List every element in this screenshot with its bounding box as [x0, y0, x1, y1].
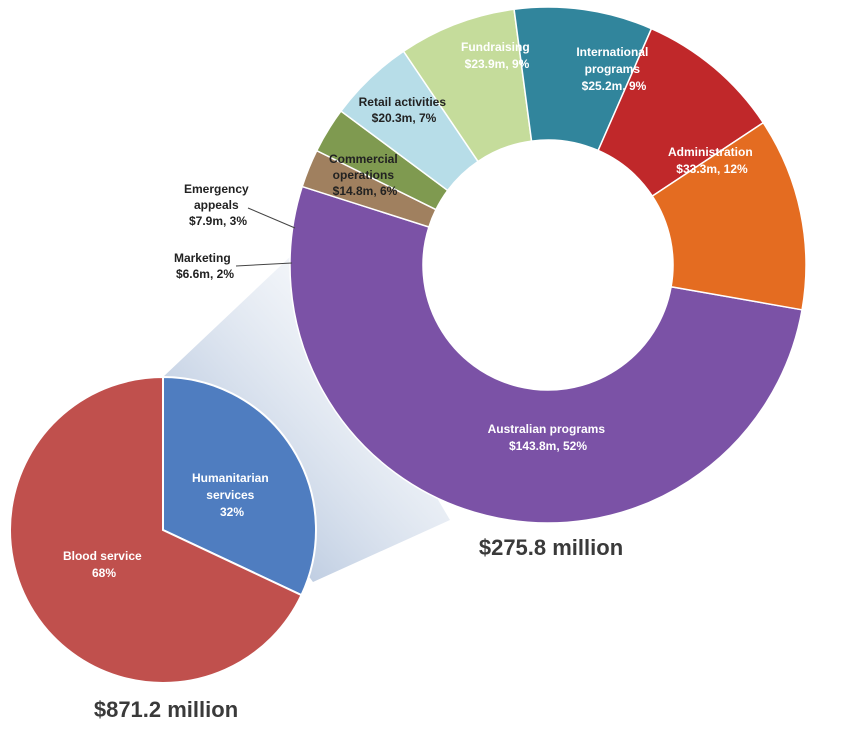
label-administration: Administration $33.3m, 12% [668, 145, 756, 176]
donut-slice-administration [651, 121, 807, 311]
donut-slice-australian-programs [289, 185, 803, 524]
pie-slices [9, 375, 317, 684]
label-humanitarian-services: Humanitarian services 32% [192, 471, 272, 519]
label-fundraising: Fundraising $23.9m, 9% [461, 40, 533, 71]
label-emergency-appeals: Emergency appeals $7.9m, 3% [184, 182, 252, 228]
label-commercial-operations: Commercial operations $14.8m, 6% [329, 152, 401, 198]
leader-line-marketing [235, 262, 293, 267]
leader-line-emergency [247, 207, 296, 229]
pie-total-label: $871.2 million [94, 697, 238, 722]
explode-connector [163, 254, 450, 582]
label-marketing: Marketing $6.6m, 2% [174, 251, 234, 281]
label-blood-service: Blood service 68% [63, 549, 145, 580]
pie-slice-blood-service [9, 375, 303, 684]
pie-slice-humanitarian-services [162, 375, 317, 597]
label-australian-programs: Australian programs $143.8m, 52% [488, 422, 609, 453]
label-retail-activities: Retail activities $20.3m, 7% [359, 95, 450, 125]
donut-total-label: $275.8 million [479, 535, 623, 560]
label-international-programs: International programs $25.2m, 9% [576, 45, 651, 93]
donut-slices [289, 6, 807, 524]
